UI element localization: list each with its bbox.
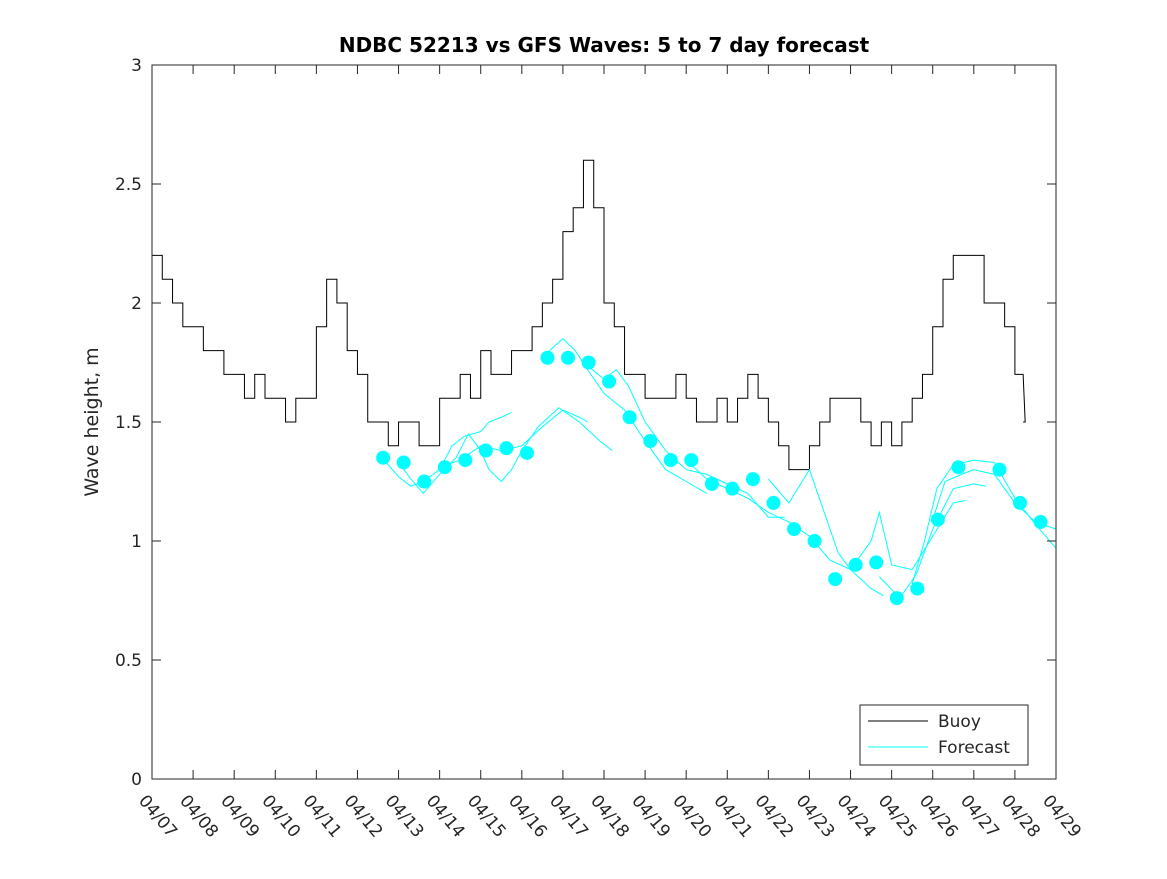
plot-area xyxy=(152,159,1057,606)
chart-title: NDBC 52213 vs GFS Waves: 5 to 7 day fore… xyxy=(339,33,870,57)
x-tick-label: 04/14 xyxy=(422,791,469,841)
forecast-line-0 xyxy=(381,412,512,487)
y-tick-label: 3 xyxy=(131,56,142,76)
forecast-point xyxy=(499,441,514,456)
x-tick-label: 04/29 xyxy=(1038,791,1085,841)
forecast-point xyxy=(1033,514,1048,529)
forecast-point xyxy=(745,472,760,487)
forecast-point xyxy=(684,453,699,468)
x-tick-label: 04/09 xyxy=(216,791,263,841)
forecast-point xyxy=(910,581,925,596)
y-tick-label: 2 xyxy=(131,294,142,314)
forecast-point xyxy=(725,481,740,496)
forecast-point xyxy=(807,534,822,548)
x-tick-label: 04/25 xyxy=(874,791,921,841)
x-tick-label: 04/15 xyxy=(463,791,510,841)
y-tick-label: 2.5 xyxy=(115,175,142,195)
legend-buoy-label: Buoy xyxy=(938,712,981,732)
x-tick-label: 04/26 xyxy=(915,791,962,841)
forecast-line-1 xyxy=(398,407,613,495)
forecast-point xyxy=(561,350,576,365)
forecast-point xyxy=(787,522,802,537)
forecast-point xyxy=(643,434,658,449)
forecast-point xyxy=(478,443,493,458)
x-tick-label: 04/17 xyxy=(545,791,592,841)
forecast-point xyxy=(930,512,945,527)
x-tick-label: 04/21 xyxy=(709,791,756,841)
forecast-point xyxy=(437,460,452,475)
forecast-line-6 xyxy=(767,468,966,571)
forecast-point xyxy=(540,350,555,365)
x-tick-label: 04/22 xyxy=(751,791,798,841)
x-tick-label: 04/24 xyxy=(833,791,880,841)
forecast-point xyxy=(951,460,966,475)
forecast-point xyxy=(869,555,884,570)
forecast-point xyxy=(519,445,534,460)
y-tick-label: 0.5 xyxy=(115,651,142,671)
x-tick-label: 04/08 xyxy=(175,791,222,841)
x-tick-label: 04/07 xyxy=(134,791,181,841)
x-tick-label: 04/23 xyxy=(792,791,839,841)
x-tick-label: 04/11 xyxy=(299,791,346,841)
y-tick-label: 1 xyxy=(131,532,142,552)
forecast-point xyxy=(704,476,719,491)
forecast-line-9 xyxy=(932,469,1057,530)
x-tick-label: 04/10 xyxy=(257,791,304,841)
forecast-point xyxy=(417,474,432,489)
x-tick-label: 04/20 xyxy=(668,791,715,841)
y-tick-label: 1.5 xyxy=(115,413,142,433)
forecast-point xyxy=(663,453,678,468)
x-tick-label: 04/27 xyxy=(956,791,1003,841)
forecast-point xyxy=(828,572,843,587)
forecast-point xyxy=(581,355,596,370)
forecast-point xyxy=(376,450,391,465)
forecast-line-7 xyxy=(878,483,987,599)
buoy-series-line xyxy=(152,159,1026,471)
forecast-point xyxy=(396,455,411,470)
x-tick-label: 04/28 xyxy=(997,791,1044,841)
forecast-point xyxy=(458,453,473,468)
forecast-line-5 xyxy=(685,459,884,597)
legend: Buoy Forecast xyxy=(859,704,1029,766)
y-tick-label: 0 xyxy=(131,770,142,790)
x-tick-label: 04/18 xyxy=(586,791,633,841)
forecast-point xyxy=(766,495,781,510)
legend-box xyxy=(859,704,1029,766)
forecast-point xyxy=(889,591,904,606)
forecast-point xyxy=(602,374,617,389)
y-axis-label: Wave height, m xyxy=(81,347,103,496)
forecast-point xyxy=(848,557,863,572)
x-tick-label: 04/13 xyxy=(381,791,428,841)
forecast-point xyxy=(1013,495,1028,510)
x-tick-label: 04/12 xyxy=(340,791,387,841)
legend-forecast-label: Forecast xyxy=(938,738,1010,758)
forecast-line-3 xyxy=(542,338,707,494)
forecast-point xyxy=(622,410,637,425)
x-tick-label: 04/19 xyxy=(627,791,674,841)
x-tick-label: 04/16 xyxy=(504,791,551,841)
forecast-point xyxy=(992,462,1007,477)
